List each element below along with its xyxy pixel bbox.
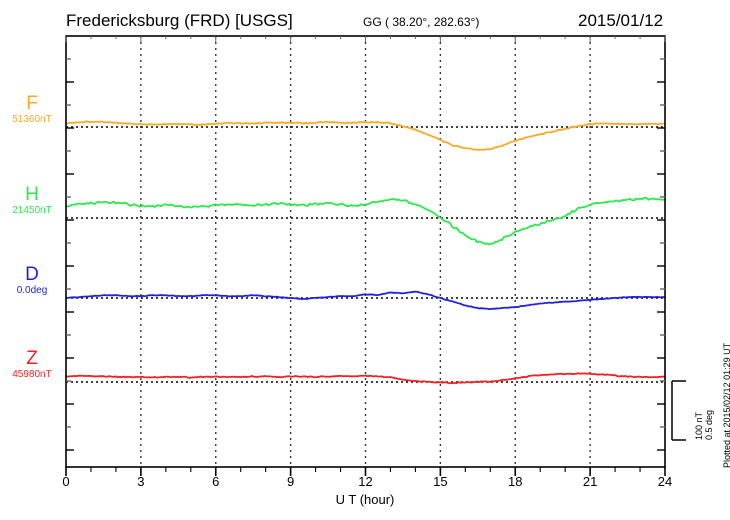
component-label-H: H 21450nT — [2, 185, 62, 217]
component-baseline-F: 51360nT — [12, 114, 52, 125]
x-tick-label: 15 — [433, 474, 448, 489]
x-tick-label: 6 — [212, 474, 220, 489]
x-tick-label: 9 — [287, 474, 295, 489]
plot-frame — [65, 35, 666, 476]
plotted-timestamp: Plotted at 2015/02/12 01:29 UT — [722, 342, 730, 468]
trace-layer — [65, 120, 666, 385]
x-tick-label: 3 — [137, 474, 145, 489]
grid-layer — [140, 36, 591, 467]
component-label-Z: Z 45980nT — [2, 349, 62, 381]
page-title: Fredericksburg (FRD) [USGS] — [66, 11, 293, 30]
x-tick-label: 0 — [62, 474, 70, 489]
component-baseline-Z: 45980nT — [12, 369, 52, 380]
component-baseline-D: 0.0deg — [16, 285, 48, 296]
component-label-F: F 51360nT — [2, 94, 62, 126]
component-label-D: D 0.0deg — [2, 265, 62, 297]
trace-F — [65, 120, 666, 151]
x-tick-label: 18 — [508, 474, 523, 489]
trace-Z — [65, 372, 666, 385]
component-symbol-D: D — [25, 264, 39, 285]
trace-H — [65, 196, 666, 246]
geographic-coordinates: GG ( 38.20°, 282.63°) — [363, 15, 480, 29]
component-symbol-F: F — [26, 93, 38, 114]
x-tick-label: 12 — [358, 474, 373, 489]
x-tick-label: 24 — [657, 474, 673, 489]
trace-D — [65, 290, 666, 311]
component-symbol-H: H — [25, 184, 39, 205]
observation-date: 2015/01/12 — [578, 11, 664, 30]
x-tick-label: 21 — [582, 474, 598, 489]
component-symbol-Z: Z — [26, 348, 38, 369]
scale-bar-nt-label: 100 nT — [694, 411, 704, 440]
component-baseline-H: 21450nT — [12, 205, 52, 216]
scale-bar-deg-label: 0.5 deg — [704, 409, 714, 440]
x-axis-title: U T (hour) — [335, 492, 395, 507]
scale-bar — [671, 380, 686, 441]
